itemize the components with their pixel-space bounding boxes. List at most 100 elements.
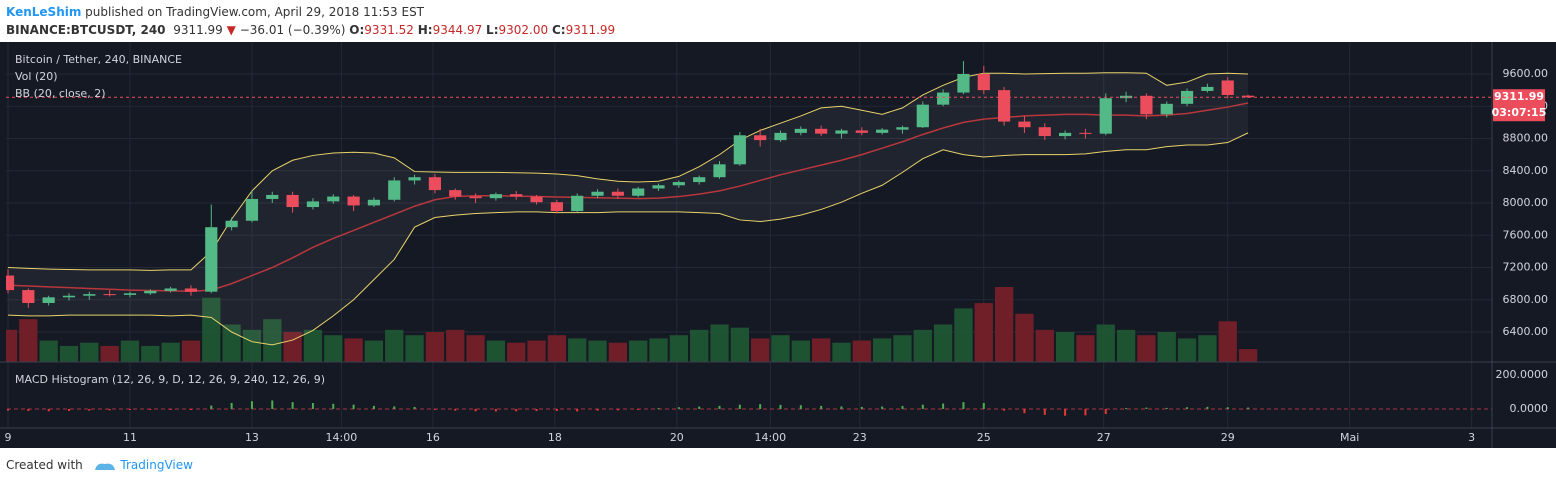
candle-body bbox=[205, 227, 218, 292]
candle-body bbox=[855, 130, 868, 133]
footer-text: Created with bbox=[6, 458, 83, 472]
x-tick-label: 18 bbox=[548, 431, 562, 444]
volume-bar bbox=[568, 338, 587, 362]
volume-bar bbox=[1055, 332, 1075, 362]
volume-bar bbox=[486, 340, 506, 362]
volume-bar bbox=[141, 345, 160, 362]
x-tick-label: 13 bbox=[245, 431, 259, 444]
volume-bar bbox=[425, 332, 445, 362]
macd-bar bbox=[189, 408, 192, 410]
candle-body bbox=[1038, 127, 1051, 137]
y-tick-label: 6800.00 bbox=[1503, 293, 1549, 306]
volume-bar bbox=[791, 340, 810, 362]
legend-entry: BB (20, close, 2) bbox=[15, 87, 106, 100]
candle-body bbox=[1180, 90, 1194, 104]
macd-bar bbox=[271, 400, 274, 409]
volume-bar bbox=[263, 319, 282, 362]
author[interactable]: KenLeShim bbox=[6, 5, 82, 19]
y-tick-label: 7200.00 bbox=[1503, 261, 1549, 274]
header: KenLeShim published on TradingView.com, … bbox=[6, 3, 1546, 41]
candle-body bbox=[713, 164, 726, 178]
macd-bar bbox=[291, 402, 294, 409]
macd-bar bbox=[1084, 408, 1087, 416]
candle-body bbox=[916, 104, 929, 128]
volume-bar bbox=[161, 342, 180, 362]
candle-body bbox=[835, 130, 848, 134]
volume-bar bbox=[59, 345, 79, 362]
x-tick-label: 9 bbox=[5, 431, 12, 444]
volume-bar bbox=[405, 335, 424, 362]
candle-body bbox=[1140, 95, 1153, 115]
volume-bar bbox=[730, 327, 749, 362]
volume-bar bbox=[629, 340, 648, 362]
macd-bar bbox=[840, 406, 843, 409]
candle-body bbox=[489, 194, 502, 199]
macd-bar bbox=[230, 402, 233, 409]
volume-bar bbox=[1137, 335, 1156, 362]
candle-body bbox=[1058, 132, 1072, 137]
volume-bar bbox=[1218, 321, 1237, 362]
volume-bar bbox=[385, 329, 404, 362]
volume-bar bbox=[1015, 313, 1034, 362]
chart: Bitcoin / Tether, 240, BINANCE Vol (20) … bbox=[0, 42, 1556, 448]
volume-bar bbox=[913, 329, 932, 362]
y-tick-label: 7600.00 bbox=[1503, 228, 1549, 241]
y-tick-label: 0.0000 bbox=[1510, 402, 1549, 415]
macd-bar bbox=[332, 403, 335, 409]
volume-bar bbox=[283, 332, 302, 362]
footer-brand[interactable]: TradingView bbox=[120, 458, 193, 472]
macd-bar bbox=[210, 405, 213, 409]
volume-bar bbox=[608, 342, 628, 362]
legend-entry: Vol (20) bbox=[15, 70, 58, 83]
volume-bar bbox=[39, 340, 58, 362]
volume-bar bbox=[933, 324, 953, 362]
macd-bar bbox=[311, 402, 314, 409]
volume-bar bbox=[80, 342, 99, 362]
candle-body bbox=[327, 196, 340, 202]
volume-bar bbox=[446, 329, 465, 362]
macd-bar bbox=[1206, 406, 1209, 409]
macd-bar bbox=[962, 402, 965, 409]
macd-bar bbox=[942, 403, 945, 409]
macd-bar bbox=[1165, 407, 1168, 409]
y-tick-label: 9600.00 bbox=[1503, 67, 1549, 80]
volume-bar bbox=[954, 308, 973, 362]
candle-body bbox=[164, 288, 177, 291]
candle-body bbox=[896, 127, 909, 130]
volume-bar bbox=[6, 329, 18, 362]
low: 9302.00 bbox=[498, 23, 549, 37]
volume-bar bbox=[1157, 332, 1176, 362]
x-tick-label: 29 bbox=[1221, 431, 1235, 444]
y-tick-label: 200.0000 bbox=[1496, 368, 1549, 381]
x-tick-label: 14:00 bbox=[754, 431, 786, 444]
publish-line: KenLeShim published on TradingView.com, … bbox=[6, 3, 1546, 21]
x-tick-label: 27 bbox=[1097, 431, 1111, 444]
volume-bar bbox=[852, 340, 871, 362]
macd-bar bbox=[88, 408, 91, 411]
candle-body bbox=[693, 177, 706, 183]
candle-body bbox=[449, 190, 462, 197]
bb-lower bbox=[7, 132, 1249, 346]
volume-bar bbox=[974, 303, 993, 362]
candle-body bbox=[1221, 80, 1234, 95]
volume-bar bbox=[100, 345, 119, 362]
macd-title: MACD Histogram (12, 26, 9, D, 12, 26, 9,… bbox=[15, 373, 325, 386]
candle-body bbox=[754, 135, 767, 141]
candle-body bbox=[672, 182, 685, 186]
chart-background bbox=[0, 42, 1556, 448]
macd-bar bbox=[982, 402, 985, 409]
candle-body bbox=[632, 188, 645, 196]
x-tick-label: 14:00 bbox=[326, 431, 358, 444]
volume-bar bbox=[1177, 338, 1197, 362]
macd-bar bbox=[1186, 407, 1189, 409]
volume-bar bbox=[303, 329, 323, 362]
volume-bar bbox=[364, 340, 384, 362]
volume-bar bbox=[1035, 329, 1054, 362]
volume-bar bbox=[1198, 335, 1217, 362]
macd-bar bbox=[372, 405, 375, 409]
o-label: O: bbox=[349, 23, 365, 37]
candle-body bbox=[266, 194, 279, 199]
candle-body bbox=[306, 201, 320, 208]
macd-bar bbox=[596, 408, 599, 411]
volume-bar bbox=[19, 319, 38, 362]
